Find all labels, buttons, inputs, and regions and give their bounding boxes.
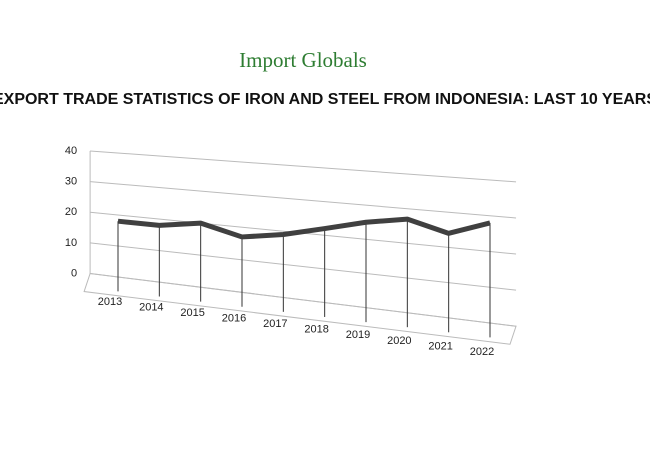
- x-tick-label: 2017: [263, 318, 287, 330]
- x-tick-label: 2013: [98, 296, 122, 308]
- grid-line: [90, 273, 517, 327]
- y-tick-label: 40: [65, 145, 77, 157]
- line: [117, 216, 491, 240]
- y-tick-label: 30: [65, 176, 77, 188]
- grid-line: [90, 242, 517, 291]
- y-tick-label: 20: [65, 206, 77, 218]
- y-tick-label: 10: [65, 237, 77, 249]
- x-tick-label: 2022: [470, 346, 494, 358]
- grid-line: [90, 181, 517, 219]
- logo: Import Globals: [239, 48, 367, 72]
- chart-title: EXPORT TRADE STATISTICS OF IRON AND STEE…: [0, 91, 650, 108]
- x-tick-label: 2014: [139, 301, 163, 313]
- x-tick-label: 2016: [222, 313, 246, 325]
- x-tick-label: 2015: [180, 307, 204, 319]
- grid-line: [90, 150, 517, 183]
- x-tick-label: 2021: [428, 340, 452, 352]
- x-tick-label: 2019: [346, 329, 370, 341]
- x-tick-label: 2020: [387, 335, 411, 347]
- x-tick-label: 2018: [304, 324, 328, 336]
- y-tick-label: 0: [71, 267, 77, 279]
